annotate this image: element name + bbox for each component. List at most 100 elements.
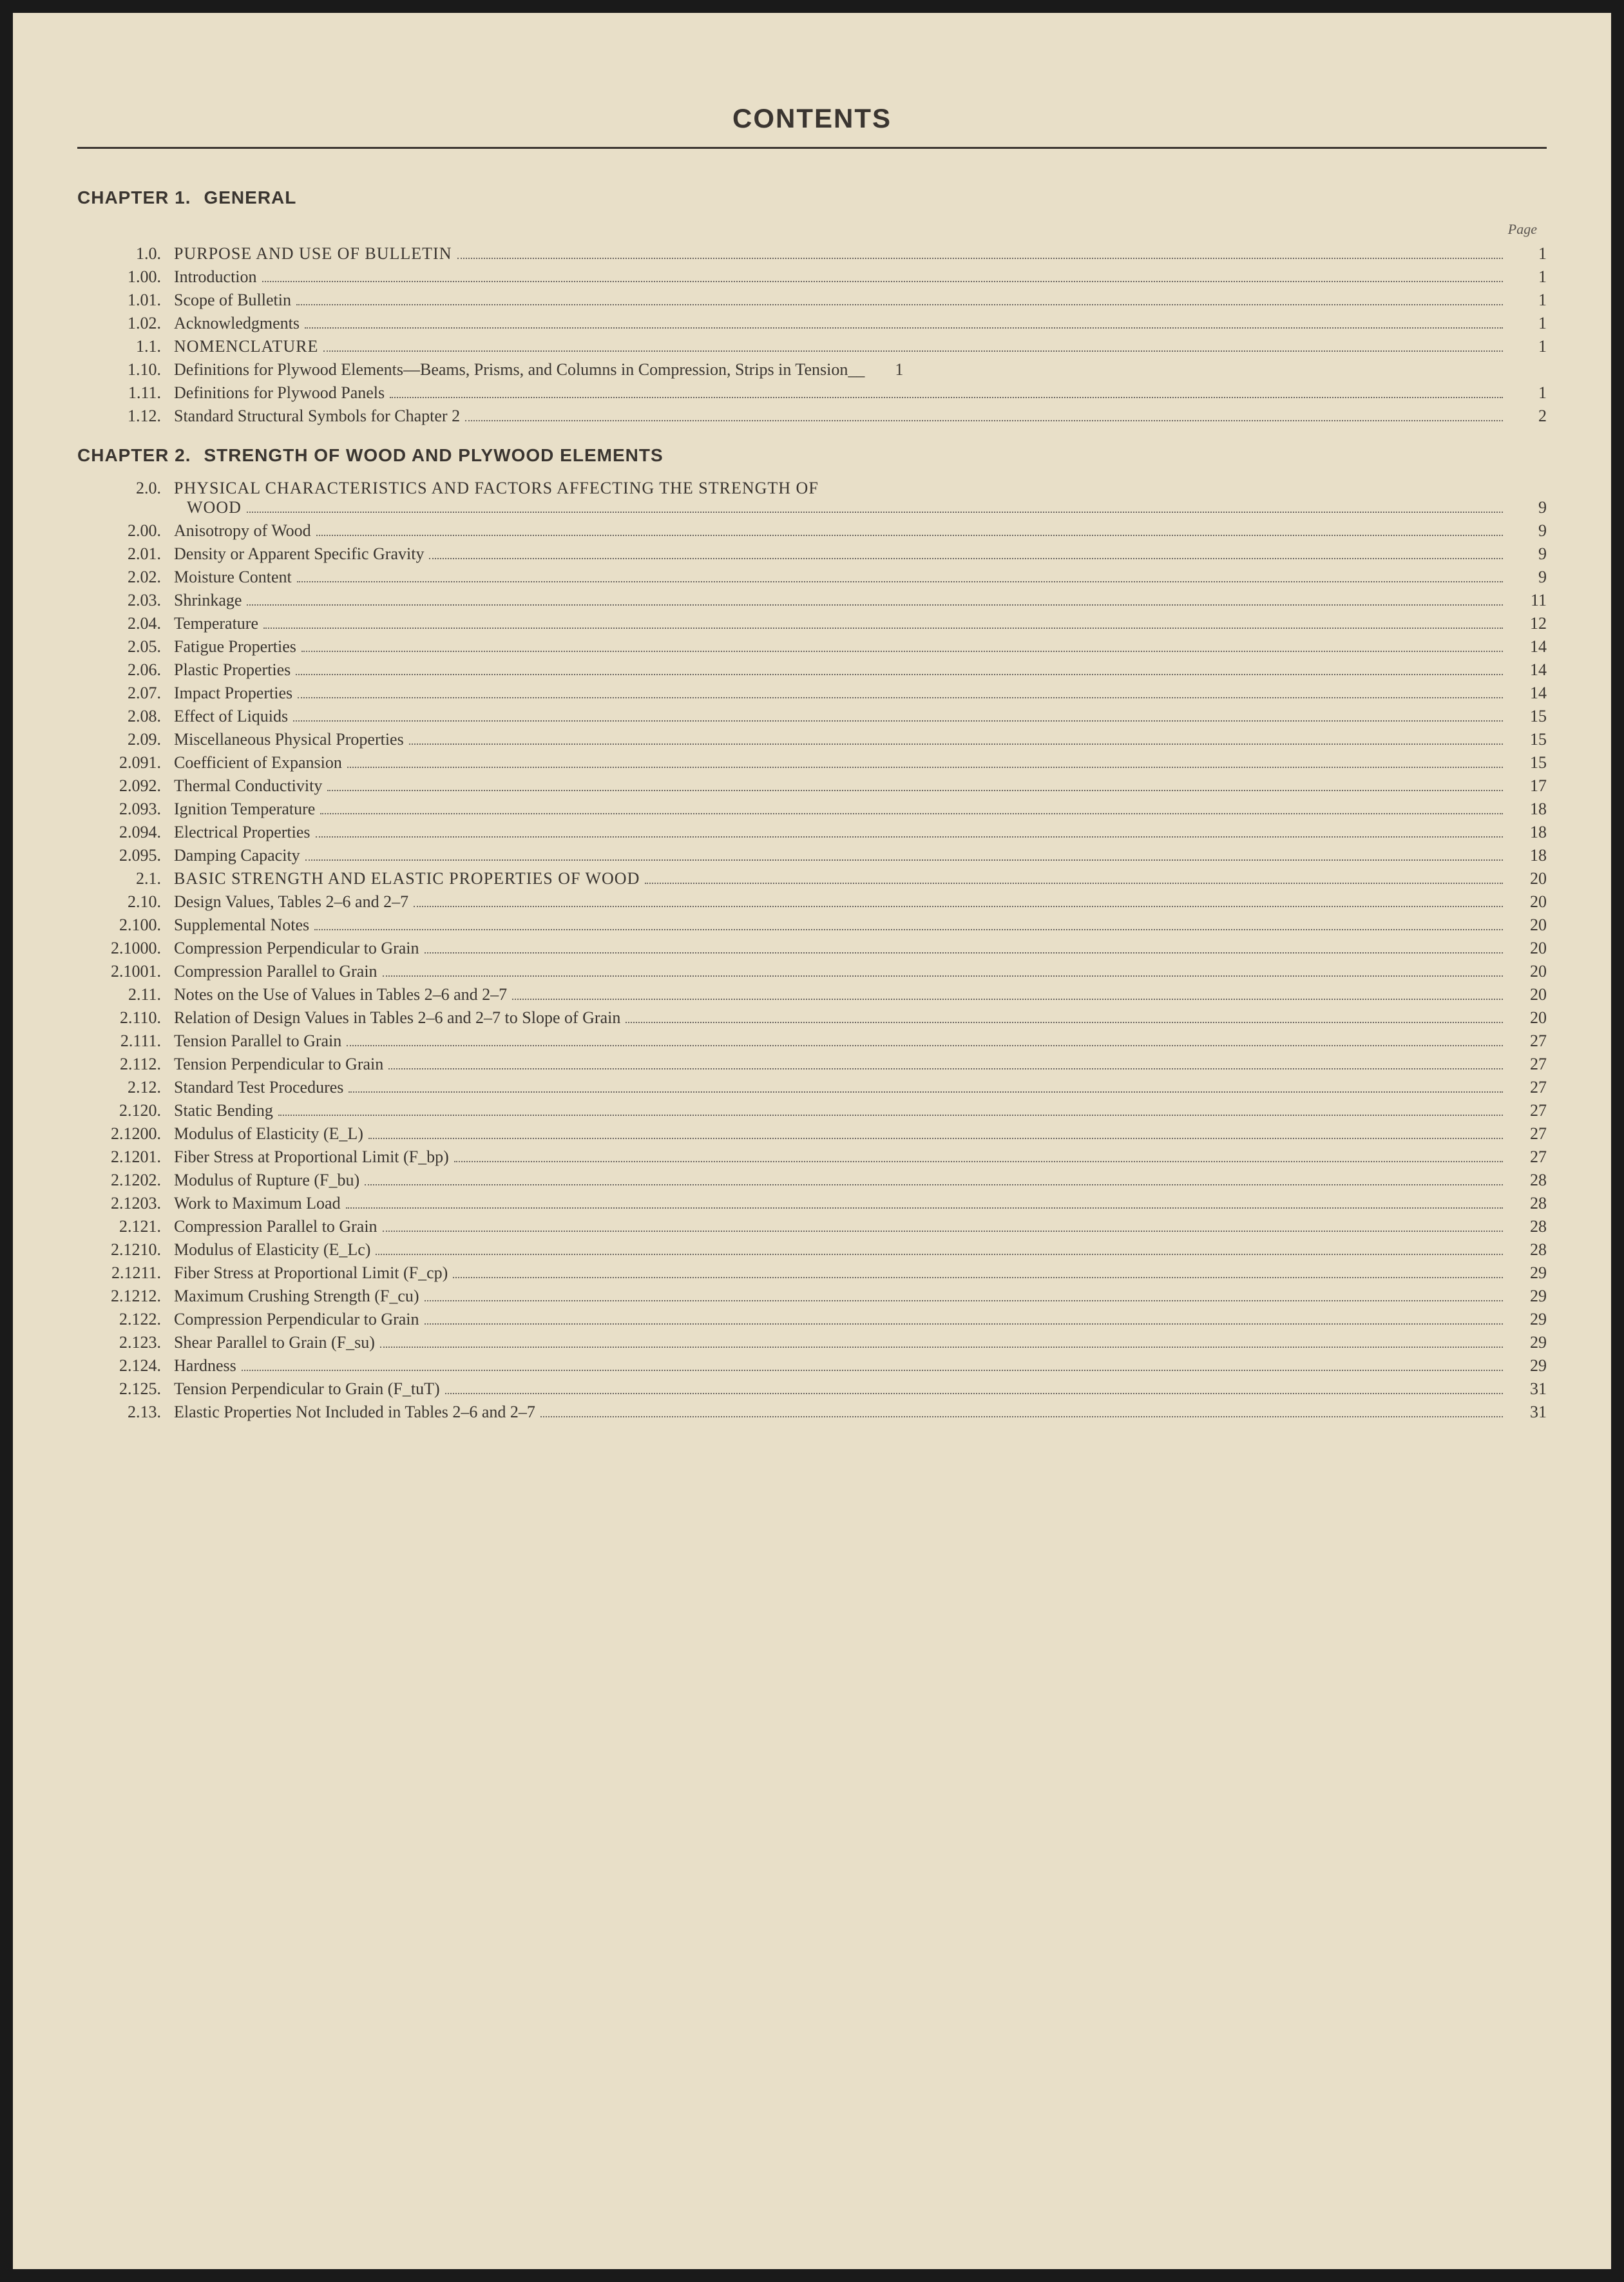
toc-text: Compression Parallel to Grain bbox=[174, 1217, 377, 1236]
toc-leader bbox=[347, 767, 1503, 768]
toc-number: 2.110. bbox=[77, 1008, 174, 1028]
toc-number: 2.12. bbox=[77, 1078, 174, 1097]
toc-text: Introduction bbox=[174, 267, 257, 287]
chapter-label: CHAPTER 1. bbox=[77, 187, 191, 208]
toc-text: Shrinkage bbox=[174, 591, 242, 610]
toc-text: Effect of Liquids bbox=[174, 707, 288, 726]
toc-number: 2.111. bbox=[77, 1031, 174, 1051]
toc-leader bbox=[349, 1091, 1503, 1093]
toc-entry: 2.121.Compression Parallel to Grain28 bbox=[77, 1217, 1547, 1236]
toc-page-number: 1 bbox=[1508, 291, 1547, 310]
toc-page-number: 27 bbox=[1508, 1124, 1547, 1144]
toc-page-number: 27 bbox=[1508, 1055, 1547, 1074]
toc-text: Modulus of Rupture (F_bu) bbox=[174, 1171, 359, 1190]
toc-page-number: 29 bbox=[1508, 1356, 1547, 1376]
toc-leader bbox=[314, 929, 1503, 930]
toc-page-number: 1 bbox=[1508, 314, 1547, 333]
toc-number: 2.09. bbox=[77, 730, 174, 749]
toc-entry: 2.08.Effect of Liquids15 bbox=[77, 707, 1547, 726]
page-title: CONTENTS bbox=[77, 103, 1547, 134]
toc-number: 2.112. bbox=[77, 1055, 174, 1074]
toc-text: Density or Apparent Specific Gravity bbox=[174, 544, 424, 564]
toc-entry: 2.04.Temperature12 bbox=[77, 614, 1547, 633]
toc-entry: 2.11.Notes on the Use of Values in Table… bbox=[77, 985, 1547, 1004]
toc-leader bbox=[390, 397, 1503, 398]
toc-entry: 1.12.Standard Structural Symbols for Cha… bbox=[77, 407, 1547, 426]
toc-text: Standard Test Procedures bbox=[174, 1078, 343, 1097]
toc-number: 2.03. bbox=[77, 591, 174, 610]
toc-leader bbox=[327, 790, 1503, 791]
toc-number: 2.01. bbox=[77, 544, 174, 564]
toc-number: 2.1000. bbox=[77, 939, 174, 958]
toc-text: Tension Parallel to Grain bbox=[174, 1031, 341, 1051]
chapter-title: GENERAL bbox=[204, 187, 296, 207]
toc-entry: 2.02.Moisture Content9 bbox=[77, 568, 1547, 587]
toc-page-number: 20 bbox=[1508, 962, 1547, 981]
toc-number: 2.120. bbox=[77, 1101, 174, 1120]
toc-text: Shear Parallel to Grain (F_su) bbox=[174, 1333, 375, 1352]
toc-leader bbox=[247, 512, 1503, 513]
toc-text: Fiber Stress at Proportional Limit (F_bp… bbox=[174, 1147, 449, 1167]
chapter-label: CHAPTER 2. bbox=[77, 445, 191, 466]
toc-number: 2.07. bbox=[77, 684, 174, 703]
toc-leader bbox=[425, 952, 1503, 954]
toc-text: Tension Perpendicular to Grain bbox=[174, 1055, 383, 1074]
toc-leader bbox=[316, 836, 1503, 838]
toc-page-number: 14 bbox=[1508, 660, 1547, 680]
toc-text: Elastic Properties Not Included in Table… bbox=[174, 1403, 535, 1422]
toc-page-number: 17 bbox=[1508, 776, 1547, 796]
toc-number: 2.0. bbox=[77, 479, 174, 498]
toc-page-number: 14 bbox=[1508, 684, 1547, 703]
toc-leader bbox=[278, 1115, 1503, 1116]
toc-leader bbox=[383, 1231, 1503, 1232]
toc-page-number: 29 bbox=[1508, 1310, 1547, 1329]
toc-entry: 2.0.PHYSICAL CHARACTERISTICS AND FACTORS… bbox=[77, 479, 1547, 498]
toc-text: Fiber Stress at Proportional Limit (F_cp… bbox=[174, 1263, 448, 1283]
toc-text: Plastic Properties bbox=[174, 660, 291, 680]
toc-number: 2.02. bbox=[77, 568, 174, 587]
toc-number: 2.122. bbox=[77, 1310, 174, 1329]
toc-text: PURPOSE AND USE OF BULLETIN bbox=[174, 244, 452, 264]
toc-page-number: 9 bbox=[1508, 544, 1547, 564]
toc-entry: 2.123.Shear Parallel to Grain (F_su)29 bbox=[77, 1333, 1547, 1352]
toc-number: 2.08. bbox=[77, 707, 174, 726]
toc-page-number: 1 bbox=[1508, 337, 1547, 356]
toc-text: Acknowledgments bbox=[174, 314, 300, 333]
toc-leader bbox=[429, 558, 1503, 559]
toc-entry: 2.1000.Compression Perpendicular to Grai… bbox=[77, 939, 1547, 958]
toc-entry: 2.1001.Compression Parallel to Grain20 bbox=[77, 962, 1547, 981]
toc-text: Maximum Crushing Strength (F_cu) bbox=[174, 1287, 419, 1306]
toc-page-number: 12 bbox=[1508, 614, 1547, 633]
toc-page-number: 20 bbox=[1508, 985, 1547, 1004]
chapter-header: CHAPTER 2.STRENGTH OF WOOD AND PLYWOOD E… bbox=[77, 445, 1547, 466]
toc-page-number: 28 bbox=[1508, 1217, 1547, 1236]
toc-text: Notes on the Use of Values in Tables 2–6… bbox=[174, 985, 507, 1004]
toc-number: 2.06. bbox=[77, 660, 174, 680]
toc-entry: 1.02.Acknowledgments1 bbox=[77, 314, 1547, 333]
toc-entry: 2.093.Ignition Temperature18 bbox=[77, 800, 1547, 819]
toc-page-number: 27 bbox=[1508, 1031, 1547, 1051]
toc-page-number: 18 bbox=[1508, 846, 1547, 865]
toc-number: 2.13. bbox=[77, 1403, 174, 1422]
toc-text: Static Bending bbox=[174, 1101, 273, 1120]
toc-entry: 2.09.Miscellaneous Physical Properties15 bbox=[77, 730, 1547, 749]
toc-leader bbox=[262, 281, 1503, 282]
toc-number: 1.10. bbox=[77, 360, 174, 379]
toc-entry: 2.1200.Modulus of Elasticity (E_L)27 bbox=[77, 1124, 1547, 1144]
toc-text: Compression Perpendicular to Grain bbox=[174, 1310, 419, 1329]
toc-leader bbox=[298, 697, 1503, 698]
toc-leader bbox=[305, 859, 1503, 861]
toc-leader bbox=[645, 883, 1503, 884]
toc-leader bbox=[263, 628, 1503, 629]
toc-text: PHYSICAL CHARACTERISTICS AND FACTORS AFF… bbox=[174, 479, 819, 498]
toc-text: Fatigue Properties bbox=[174, 637, 296, 657]
toc-entry: 1.01.Scope of Bulletin1 bbox=[77, 291, 1547, 310]
toc-text: Standard Structural Symbols for Chapter … bbox=[174, 407, 460, 426]
toc-leader bbox=[414, 906, 1503, 907]
toc-leader bbox=[316, 535, 1503, 536]
toc-leader bbox=[425, 1323, 1503, 1325]
toc-entry: 2.00.Anisotropy of Wood9 bbox=[77, 521, 1547, 541]
toc-page-number: 15 bbox=[1508, 753, 1547, 772]
toc-leader bbox=[242, 1370, 1503, 1371]
toc-page-number: 31 bbox=[1508, 1379, 1547, 1399]
